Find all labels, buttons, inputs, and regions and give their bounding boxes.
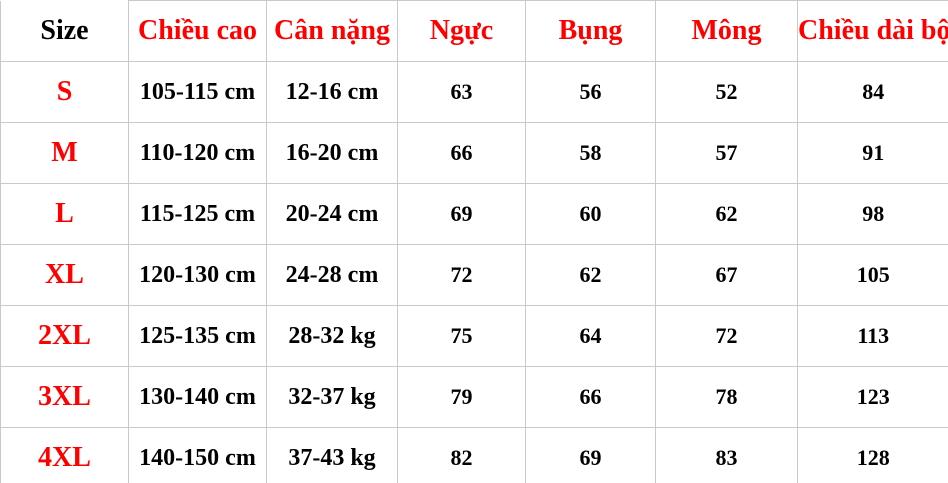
cell-weight: 28-32 kg: [266, 305, 398, 367]
cell-length: 113: [797, 305, 948, 367]
cell-chest: 66: [397, 122, 526, 184]
cell-chest: 75: [397, 305, 526, 367]
cell-belly: 58: [525, 122, 656, 184]
column-header-height: Chiều cao: [128, 0, 267, 62]
cell-hip: 72: [655, 305, 798, 367]
table-row-2xl: 2XL 125-135 cm 28-32 kg 75 64 72 113: [0, 305, 948, 367]
cell-height: 140-150 cm: [128, 427, 267, 483]
cell-weight: 16-20 cm: [266, 122, 398, 184]
cell-size-label: 2XL: [0, 305, 129, 367]
table-row-s: S 105-115 cm 12-16 cm 63 56 52 84: [0, 61, 948, 123]
cell-weight: 32-37 kg: [266, 366, 398, 428]
cell-height: 125-135 cm: [128, 305, 267, 367]
cell-chest: 63: [397, 61, 526, 123]
header-row: Size Chiều cao Cân nặng Ngực Bụng Mông C…: [0, 0, 948, 62]
cell-belly: 60: [525, 183, 656, 245]
cell-length: 84: [797, 61, 948, 123]
column-header-length: Chiều dài bộ: [797, 0, 948, 62]
cell-chest: 82: [397, 427, 526, 483]
cell-weight: 37-43 kg: [266, 427, 398, 483]
cell-weight: 24-28 cm: [266, 244, 398, 306]
column-header-weight: Cân nặng: [266, 0, 398, 62]
cell-hip: 57: [655, 122, 798, 184]
cell-size-label: M: [0, 122, 129, 184]
cell-hip: 78: [655, 366, 798, 428]
cell-belly: 64: [525, 305, 656, 367]
cell-size-label: XL: [0, 244, 129, 306]
cell-length: 105: [797, 244, 948, 306]
cell-chest: 72: [397, 244, 526, 306]
cell-hip: 67: [655, 244, 798, 306]
cell-belly: 56: [525, 61, 656, 123]
table-row-l: L 115-125 cm 20-24 cm 69 60 62 98: [0, 183, 948, 245]
cell-height: 120-130 cm: [128, 244, 267, 306]
cell-size-label: L: [0, 183, 129, 245]
cell-hip: 52: [655, 61, 798, 123]
cell-size-label: S: [0, 61, 129, 123]
cell-belly: 69: [525, 427, 656, 483]
cell-chest: 69: [397, 183, 526, 245]
cell-hip: 62: [655, 183, 798, 245]
table-row-m: M 110-120 cm 16-20 cm 66 58 57 91: [0, 122, 948, 184]
cell-size-label: 3XL: [0, 366, 129, 428]
column-header-size: Size: [0, 0, 129, 62]
cell-length: 91: [797, 122, 948, 184]
cell-belly: 62: [525, 244, 656, 306]
table-row-4xl: 4XL 140-150 cm 37-43 kg 82 69 83 128: [0, 427, 948, 483]
cell-weight: 20-24 cm: [266, 183, 398, 245]
table-row-3xl: 3XL 130-140 cm 32-37 kg 79 66 78 123: [0, 366, 948, 428]
cell-height: 130-140 cm: [128, 366, 267, 428]
column-header-belly: Bụng: [525, 0, 656, 62]
cell-height: 105-115 cm: [128, 61, 267, 123]
cell-height: 115-125 cm: [128, 183, 267, 245]
column-header-chest: Ngực: [397, 0, 526, 62]
cell-chest: 79: [397, 366, 526, 428]
cell-weight: 12-16 cm: [266, 61, 398, 123]
table-row-xl: XL 120-130 cm 24-28 cm 72 62 67 105: [0, 244, 948, 306]
cell-belly: 66: [525, 366, 656, 428]
cell-hip: 83: [655, 427, 798, 483]
cell-height: 110-120 cm: [128, 122, 267, 184]
cell-length: 98: [797, 183, 948, 245]
cell-length: 128: [856, 445, 890, 470]
cell-size-label: 4XL: [0, 427, 129, 483]
cell-length: 123: [797, 366, 948, 428]
column-header-hip: Mông: [655, 0, 798, 62]
